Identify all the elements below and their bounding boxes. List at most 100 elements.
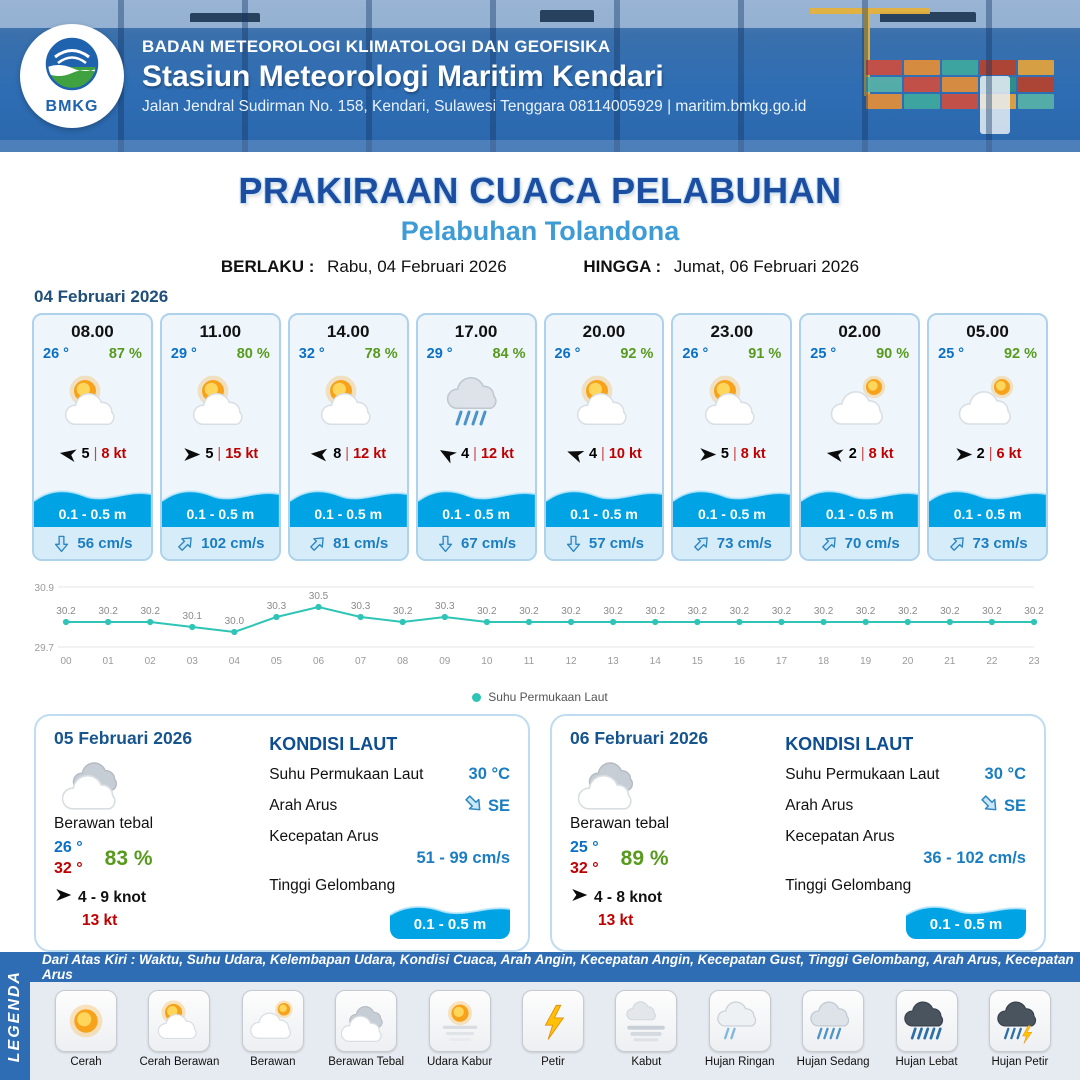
sst-value: 30 °C	[984, 765, 1026, 783]
svg-text:19: 19	[860, 656, 872, 667]
current-row: 57 cm/s	[545, 527, 663, 559]
separator: |	[93, 446, 98, 462]
daily-forecast-row: 05 Februari 2026 Berawan tebal 26 ° 32 °…	[0, 704, 1080, 952]
hour-forecast-card: 05.00 25 ° 92 % 2 | 6 kt 0.1 - 0.5 m 73 …	[927, 313, 1048, 561]
svg-text:16: 16	[734, 656, 746, 667]
current-direction-icon	[436, 534, 455, 553]
wave-height: 0.1 - 0.5 m	[953, 506, 1022, 522]
svg-text:20: 20	[902, 656, 914, 667]
bmkg-emblem-icon	[45, 37, 99, 96]
wind-gust: 8 kt	[740, 446, 766, 462]
svg-text:30.2: 30.2	[982, 606, 1002, 617]
wind-speed: 2	[976, 446, 985, 462]
berlaku-value: Rabu, 04 Februari 2026	[327, 257, 507, 276]
hour-temperature: 29 °	[170, 346, 197, 362]
weather-icon	[801, 362, 918, 442]
separator: |	[473, 446, 477, 462]
svg-text:30.2: 30.2	[56, 606, 76, 617]
station-name: Stasiun Meteorologi Maritim Kendari	[142, 59, 664, 93]
port-name: Pelabuhan Tolandona	[400, 216, 680, 246]
wave-height: 0.1 - 0.5 m	[186, 506, 255, 522]
svg-text:30.2: 30.2	[477, 606, 497, 617]
svg-text:30.2: 30.2	[688, 606, 708, 617]
svg-text:17: 17	[776, 656, 788, 667]
svg-text:09: 09	[439, 656, 451, 667]
separator: |	[732, 446, 737, 462]
daily-wind: 4 - 9 knot	[78, 888, 147, 906]
hourly-forecast-row: 08.00 26 ° 87 % 5 | 8 kt 0.1 - 0.5 m 56 …	[0, 313, 1080, 561]
wind-direction-icon	[698, 445, 717, 464]
current-speed: 56 cm/s	[77, 534, 133, 552]
current-speed: 67 cm/s	[461, 534, 517, 552]
current-speed-value: 51 - 99 cm/s	[416, 849, 510, 867]
wave-height-badge: 0.1 - 0.5 m	[906, 899, 1026, 939]
sst-label: Suhu Permukaan Laut	[269, 765, 424, 783]
hingga-label: HINGGA :	[583, 257, 662, 276]
hour-temperature: 26 °	[682, 346, 709, 362]
hour-temperature: 32 °	[298, 346, 325, 362]
wave-height: 0.1 - 0.5 m	[697, 506, 766, 522]
wave-height-label: Tinggi Gelombang	[269, 877, 396, 894]
legend-item-label: Hujan Lebat	[895, 1056, 958, 1068]
wind-row: 5 | 8 kt	[673, 442, 790, 466]
weather-icon	[546, 362, 663, 442]
hour-forecast-card: 08.00 26 ° 87 % 5 | 8 kt 0.1 - 0.5 m 56 …	[32, 313, 153, 561]
wind-speed: 4	[588, 446, 598, 462]
temp-min: 26 °	[54, 839, 83, 856]
wave-height-band: 0.1 - 0.5 m	[673, 481, 791, 527]
svg-text:00: 00	[60, 656, 72, 667]
title-section: PRAKIRAAN CUACA PELABUHAN Pelabuhan Tola…	[0, 152, 1080, 277]
legend-item-label: Hujan Petir	[991, 1056, 1049, 1068]
chart-legend-label: Suhu Permukaan Laut	[488, 690, 608, 704]
svg-text:12: 12	[565, 656, 577, 667]
svg-text:04: 04	[229, 656, 241, 667]
wind-direction-icon	[54, 886, 72, 909]
wind-gust: 8 kt	[868, 446, 894, 462]
svg-text:30.5: 30.5	[309, 591, 329, 602]
legend-item: Cerah	[42, 990, 130, 1068]
hour-temperature: 25 °	[938, 346, 965, 362]
separator: |	[860, 446, 865, 462]
hour-forecast-card: 17.00 29 ° 84 % 4 | 12 kt 0.1 - 0.5 m 67…	[415, 313, 537, 561]
wind-row: 5 | 8 kt	[34, 442, 151, 466]
legend-item-label: Udara Kabur	[426, 1056, 493, 1068]
wind-row: 8 | 12 kt	[290, 442, 407, 466]
hour-temperature: 29 °	[426, 346, 453, 362]
current-speed-label: Kecepatan Arus	[269, 828, 379, 845]
separator: |	[217, 446, 222, 462]
wind-direction-icon	[570, 886, 588, 909]
legend-item: Kabut	[602, 990, 690, 1068]
svg-text:30.2: 30.2	[772, 606, 792, 617]
wave-height-band: 0.1 - 0.5 m	[545, 481, 663, 527]
legend-item: Hujan Sedang	[789, 990, 877, 1068]
current-direction-icon	[692, 534, 711, 553]
legend-section: LEGENDA Dari Atas Kiri : Waktu, Suhu Uda…	[0, 952, 1080, 1080]
cerah-icon	[55, 990, 117, 1052]
kabut-icon	[615, 990, 678, 1052]
wind-speed: 5	[720, 446, 729, 462]
svg-text:30.9: 30.9	[35, 583, 55, 594]
current-direction-icon	[308, 534, 327, 553]
current-direction-icon	[820, 534, 839, 553]
svg-text:13: 13	[608, 656, 620, 667]
current-row: 73 cm/s	[929, 527, 1046, 559]
wind-direction-icon	[310, 445, 329, 464]
svg-text:29.7: 29.7	[35, 643, 55, 654]
agency-name: BADAN METEOROLOGI KLIMATOLOGI DAN GEOFIS…	[142, 36, 611, 56]
wind-direction-icon	[59, 445, 78, 464]
legend-item: Hujan Petir	[976, 990, 1064, 1068]
svg-text:15: 15	[692, 656, 704, 667]
station-address: Jalan Jendral Sudirman No. 158, Kendari,…	[142, 97, 807, 115]
svg-text:30.2: 30.2	[561, 606, 581, 617]
hour-forecast-card: 20.00 26 ° 92 % 4 | 10 kt 0.1 - 0.5 m 57…	[543, 313, 665, 561]
current-direction-icon	[948, 534, 967, 553]
current-speed: 81 cm/s	[333, 534, 389, 552]
daily-gust: 13 kt	[82, 912, 118, 929]
validity-line: BERLAKU : Rabu, 04 Februari 2026 HINGGA …	[0, 257, 1080, 277]
hujan-lebat-icon	[895, 990, 958, 1052]
svg-text:30.2: 30.2	[1024, 606, 1044, 617]
header-text: BADAN METEOROLOGI KLIMATOLOGI DAN GEOFIS…	[142, 37, 806, 116]
legend-item-label: Petir	[541, 1056, 565, 1068]
wave-height-badge: 0.1 - 0.5 m	[390, 899, 510, 939]
hour-humidity: 80 %	[236, 346, 270, 362]
